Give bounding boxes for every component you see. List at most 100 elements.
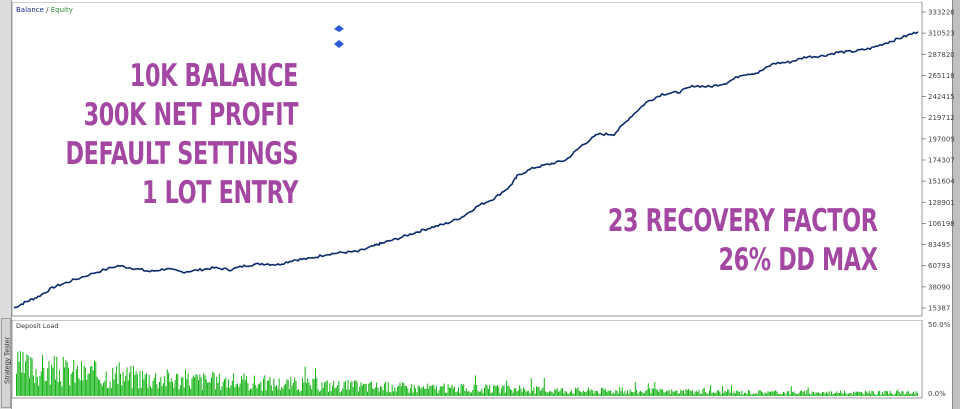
load-bar [487, 389, 489, 396]
load-bar [101, 386, 103, 396]
legend-separator: / [43, 6, 51, 14]
load-bar [277, 389, 279, 396]
load-bar [117, 383, 119, 396]
load-bar [289, 389, 290, 396]
load-bar [107, 388, 108, 396]
load-bar [798, 392, 800, 396]
load-bar [331, 385, 333, 396]
load-bar [270, 385, 272, 396]
y-tick-label: 83495 [928, 241, 950, 249]
load-bar [39, 375, 41, 396]
load-bar [625, 393, 627, 396]
load-bar [607, 390, 609, 396]
load-bar [29, 378, 30, 396]
load-bar [243, 373, 245, 396]
load-bar [610, 390, 612, 396]
load-bar [577, 387, 579, 396]
load-bar [399, 382, 401, 396]
right-scroll-strip[interactable] [952, 0, 960, 409]
load-bar [56, 356, 58, 396]
load-bar [166, 369, 168, 396]
load-bar [620, 391, 622, 396]
load-bar [49, 384, 51, 396]
load-bar [52, 367, 54, 396]
load-bar [736, 390, 738, 396]
load-bar [263, 378, 264, 396]
load-bar [848, 393, 849, 396]
load-bar [523, 387, 524, 396]
load-bar [846, 394, 848, 396]
load-bar [564, 390, 566, 396]
load-bar [733, 391, 735, 396]
load-bar [881, 392, 883, 396]
load-bar [105, 371, 107, 396]
load-bar [367, 391, 368, 396]
load-bar [95, 361, 97, 396]
load-bar [906, 391, 908, 396]
load-bar [247, 383, 249, 396]
load-bar [796, 394, 797, 396]
load-bar [421, 387, 423, 396]
load-bar [750, 394, 752, 396]
load-bar [359, 386, 361, 396]
load-bar [229, 387, 231, 396]
load-bar [594, 390, 596, 396]
load-bar [584, 391, 586, 396]
load-bar [868, 390, 870, 396]
load-bar [179, 385, 181, 396]
load-bar [512, 392, 514, 396]
load-bar [251, 388, 253, 396]
load-bar [478, 391, 480, 396]
load-bar [78, 378, 80, 396]
load-bar [165, 386, 167, 396]
load-bar [338, 381, 340, 396]
load-bar [889, 391, 891, 396]
load-bar [603, 389, 605, 396]
load-bar [632, 392, 634, 396]
load-bar [571, 390, 573, 396]
load-bar [198, 380, 199, 396]
load-bar [71, 371, 73, 396]
load-bar [242, 379, 244, 396]
load-bar [420, 388, 422, 396]
load-bar [668, 389, 670, 396]
load-bar [876, 394, 878, 396]
load-bar [529, 393, 531, 396]
load-bar [829, 394, 831, 396]
load-bar [542, 387, 544, 396]
load-bar [221, 386, 223, 396]
load-bar [104, 380, 106, 396]
load-bar [187, 373, 189, 396]
load-bar [737, 391, 739, 396]
annotation-line-drawdown: 26% DD MAX [718, 242, 878, 278]
load-bar [240, 375, 242, 396]
load-bar [469, 392, 471, 396]
load-bar [715, 392, 717, 396]
load-bar [894, 393, 896, 396]
load-bar [871, 390, 873, 396]
load-bar [819, 393, 821, 396]
y-tick-label: 287820 [928, 51, 954, 59]
load-bar [719, 391, 721, 396]
load-bar [641, 391, 643, 396]
strategy-tester-side-tab[interactable]: Strategy Tester [1, 318, 12, 408]
load-bar [292, 382, 294, 396]
load-bar [911, 393, 913, 396]
load-bar [74, 382, 76, 396]
load-bar [809, 393, 810, 396]
load-bar [477, 390, 479, 396]
load-bar [474, 375, 476, 396]
load-bar [654, 382, 656, 396]
load-bar [686, 390, 688, 396]
load-bar [81, 361, 82, 396]
load-bar [69, 385, 71, 396]
load-bar [660, 389, 662, 396]
load-bar [742, 394, 744, 396]
load-bar [200, 377, 202, 396]
load-bar [697, 392, 699, 396]
load-bar [811, 391, 813, 396]
load-bar [211, 377, 212, 396]
load-bar [458, 387, 459, 396]
load-bar [192, 375, 194, 396]
load-bar [575, 387, 576, 396]
